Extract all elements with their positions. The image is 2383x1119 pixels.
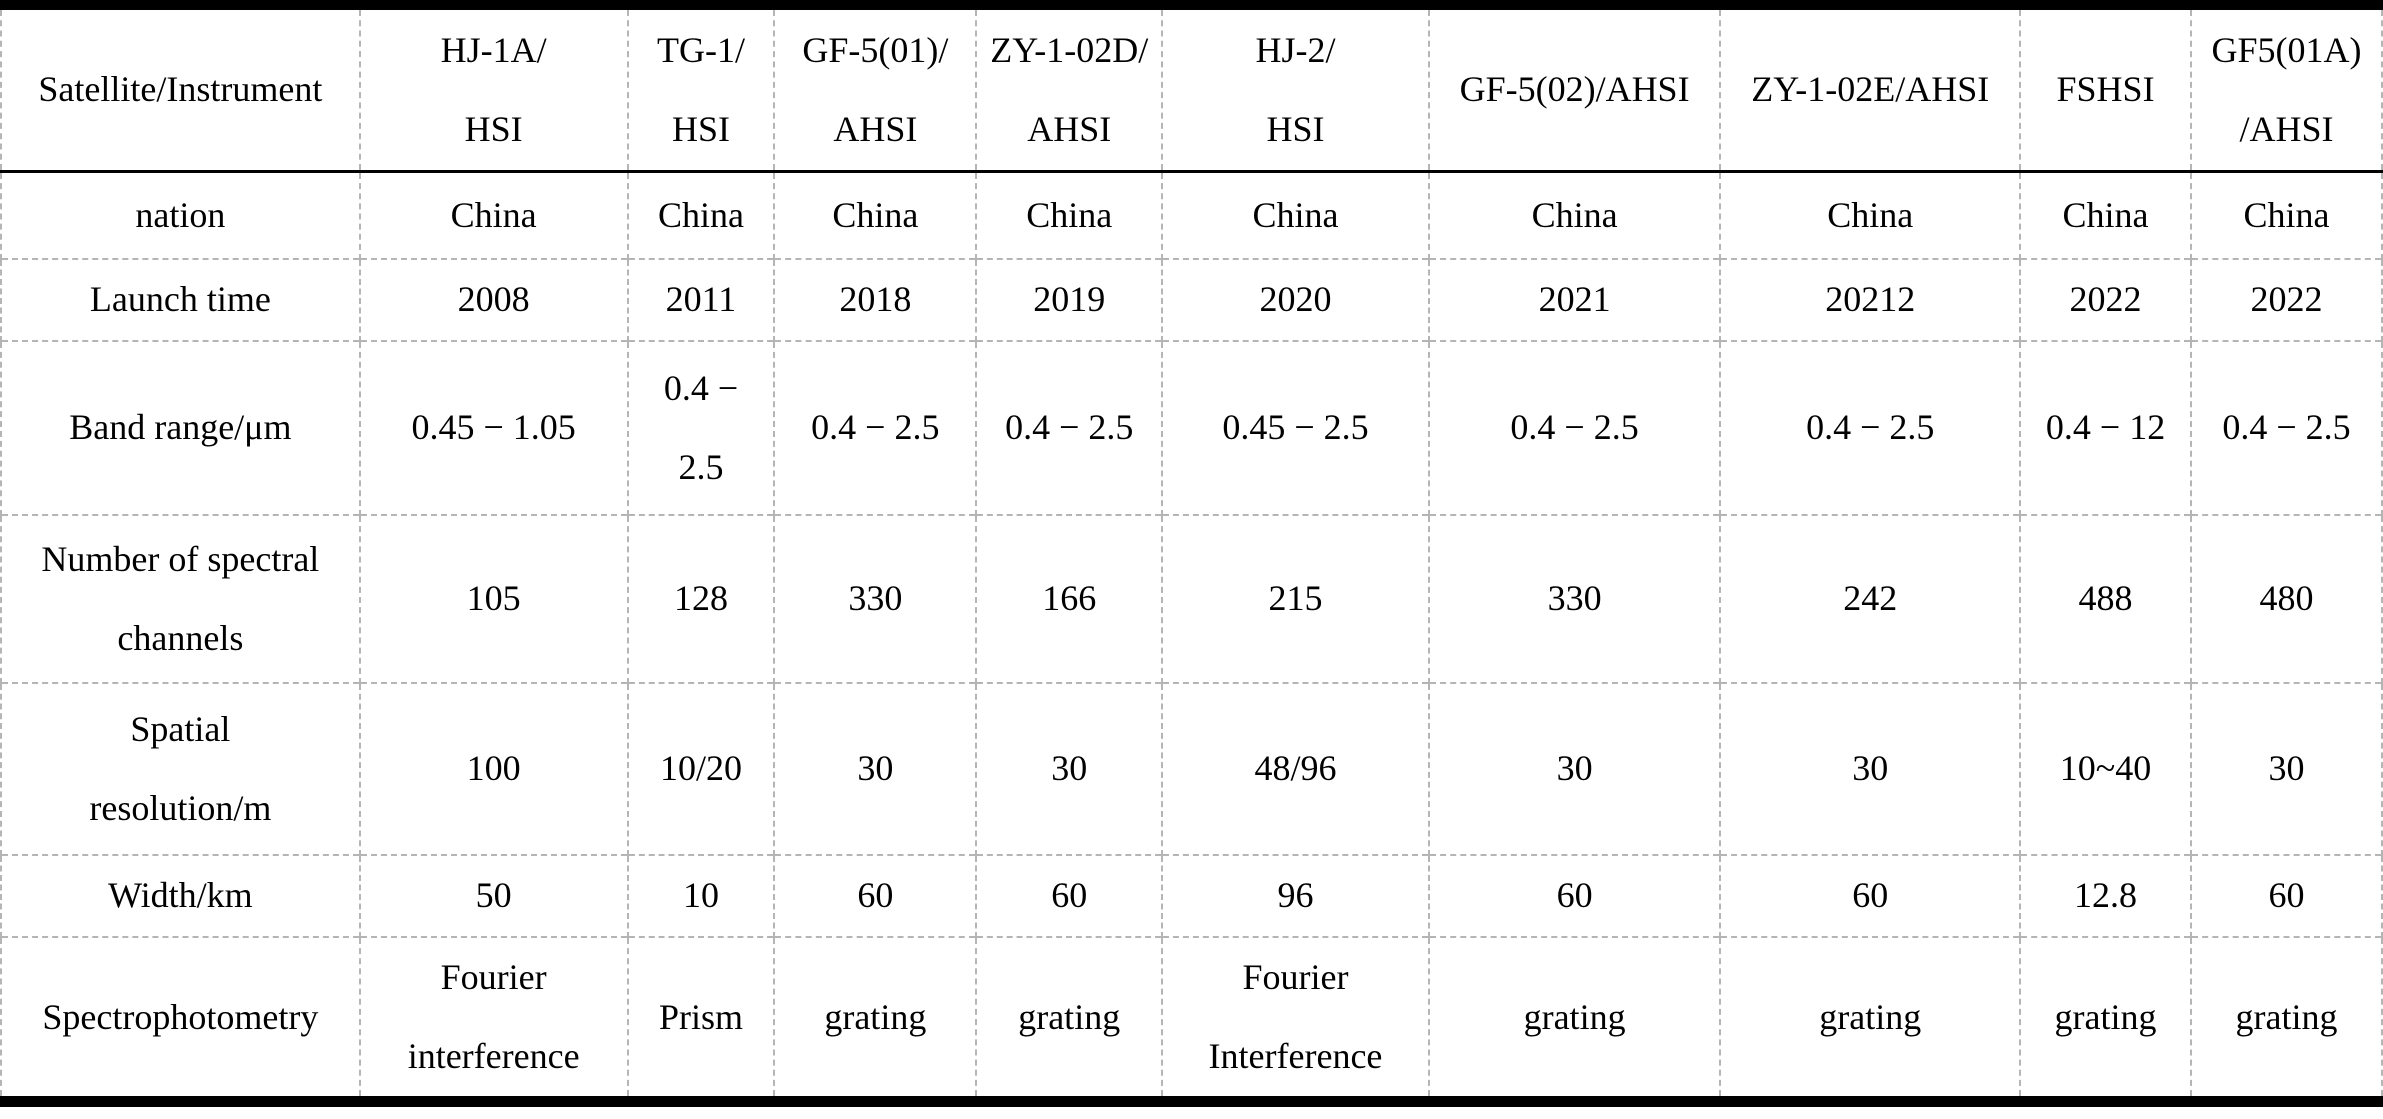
table-cell: 2019	[975, 259, 1164, 341]
table-cell: 20212	[1719, 259, 2022, 341]
table-cell: 330	[773, 515, 978, 683]
row-label: nation	[0, 171, 361, 259]
table-cell: 30	[1427, 683, 1722, 855]
column-header-zy102e: ZY-1-02E/AHSI	[1719, 5, 2022, 171]
table-cell: 12.8	[2019, 855, 2192, 937]
table-cell: 0.4 − 2.5	[773, 341, 978, 515]
table-cell: 215	[1161, 515, 1430, 683]
table-cell: 60	[773, 855, 978, 937]
row-label: Width/km	[0, 855, 361, 937]
table-cell: 60	[2190, 855, 2383, 937]
table-cell: 0.4 − 2.5	[1427, 341, 1722, 515]
table-cell: 128	[626, 515, 776, 683]
table-cell: China	[773, 171, 978, 259]
table-cell: 60	[1719, 855, 2022, 937]
row-label: Spectrophotometry	[0, 937, 361, 1102]
table-cell: grating	[975, 937, 1164, 1102]
table-cell: 0.45 − 2.5	[1161, 341, 1430, 515]
table-cell: 100	[358, 683, 629, 855]
table-row-launch-time: Launch time 2008 2011 2018 2019 2020 202…	[0, 259, 2383, 341]
table-cell: 105	[358, 515, 629, 683]
table-cell: 0.4 − 2.5	[626, 341, 776, 515]
table-cell: 50	[358, 855, 629, 937]
table-cell: China	[2190, 171, 2383, 259]
column-header-fshsi: FSHSI	[2019, 5, 2192, 171]
table-row-width: Width/km 50 10 60 60 96 60 60 12.8 60	[0, 855, 2383, 937]
table-cell: 0.4 − 12	[2019, 341, 2192, 515]
table-cell: 60	[975, 855, 1164, 937]
table-row-spatial-resolution: Spatial resolution/m 100 10/20 30 30 48/…	[0, 683, 2383, 855]
table-row-spectral-channels: Number of spectral channels 105 128 330 …	[0, 515, 2383, 683]
column-header-gf501: GF-5(01)/ AHSI	[773, 5, 978, 171]
table-cell: 2018	[773, 259, 978, 341]
table-cell: 488	[2019, 515, 2192, 683]
table-cell: 10	[626, 855, 776, 937]
row-label: Spatial resolution/m	[0, 683, 361, 855]
table-cell: China	[358, 171, 629, 259]
table-cell: 10~40	[2019, 683, 2192, 855]
column-header-gf501a: GF5(01A) /AHSI	[2190, 5, 2383, 171]
table-cell: 480	[2190, 515, 2383, 683]
table-cell: China	[1427, 171, 1722, 259]
table-cell: China	[2019, 171, 2192, 259]
table-cell: 10/20	[626, 683, 776, 855]
table-cell: 0.4 − 2.5	[2190, 341, 2383, 515]
table-cell: 2008	[358, 259, 629, 341]
table-cell: grating	[2190, 937, 2383, 1102]
table-cell: 330	[1427, 515, 1722, 683]
column-header-hj1a: HJ-1A/ HSI	[358, 5, 629, 171]
table-cell: 0.4 − 2.5	[975, 341, 1164, 515]
table-cell: 30	[1719, 683, 2022, 855]
table-cell: 2011	[626, 259, 776, 341]
table-cell: 2021	[1427, 259, 1722, 341]
table-cell: grating	[2019, 937, 2192, 1102]
row-label: Band range/μm	[0, 341, 361, 515]
table-cell: Fourier Interference	[1161, 937, 1430, 1102]
table-cell: 48/96	[1161, 683, 1430, 855]
table-cell: 30	[975, 683, 1164, 855]
header-row: Satellite/Instrument HJ-1A/ HSI TG-1/ HS…	[0, 5, 2383, 171]
row-label: Launch time	[0, 259, 361, 341]
table-cell: 60	[1427, 855, 1722, 937]
table-row-spectrophotometry: Spectrophotometry Fourier interference P…	[0, 937, 2383, 1102]
table-cell: 2020	[1161, 259, 1430, 341]
table-row-band-range: Band range/μm 0.45 − 1.05 0.4 − 2.5 0.4 …	[0, 341, 2383, 515]
table-cell: 166	[975, 515, 1164, 683]
table-cell: 2022	[2019, 259, 2192, 341]
column-header-gf502: GF-5(02)/AHSI	[1427, 5, 1722, 171]
table-cell: 30	[773, 683, 978, 855]
table-cell: grating	[1719, 937, 2022, 1102]
table-cell: 2022	[2190, 259, 2383, 341]
table-cell: China	[626, 171, 776, 259]
table-cell: grating	[1427, 937, 1722, 1102]
table-cell: Prism	[626, 937, 776, 1102]
table-cell: 30	[2190, 683, 2383, 855]
table-row-nation: nation China China China China China Chi…	[0, 171, 2383, 259]
table-cell: China	[1719, 171, 2022, 259]
column-header-tg1: TG-1/ HSI	[626, 5, 776, 171]
corner-header: Satellite/Instrument	[0, 5, 361, 171]
table-cell: China	[975, 171, 1164, 259]
table-cell: Fourier interference	[358, 937, 629, 1102]
table-cell: grating	[773, 937, 978, 1102]
table-cell: 242	[1719, 515, 2022, 683]
column-header-hj2: HJ-2/ HSI	[1161, 5, 1430, 171]
column-header-zy102d: ZY-1-02D/ AHSI	[975, 5, 1164, 171]
table-cell: 0.4 − 2.5	[1719, 341, 2022, 515]
table-cell: 96	[1161, 855, 1430, 937]
table-cell: China	[1161, 171, 1430, 259]
table-cell: 0.45 − 1.05	[358, 341, 629, 515]
row-label: Number of spectral channels	[0, 515, 361, 683]
